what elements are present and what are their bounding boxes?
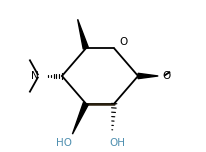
Polygon shape (78, 19, 88, 49)
Text: OH: OH (109, 138, 125, 148)
Text: N: N (31, 71, 39, 81)
Text: O: O (162, 71, 171, 81)
Polygon shape (73, 102, 88, 134)
Text: O: O (120, 37, 128, 47)
Text: HO: HO (56, 138, 72, 148)
Polygon shape (138, 73, 158, 79)
